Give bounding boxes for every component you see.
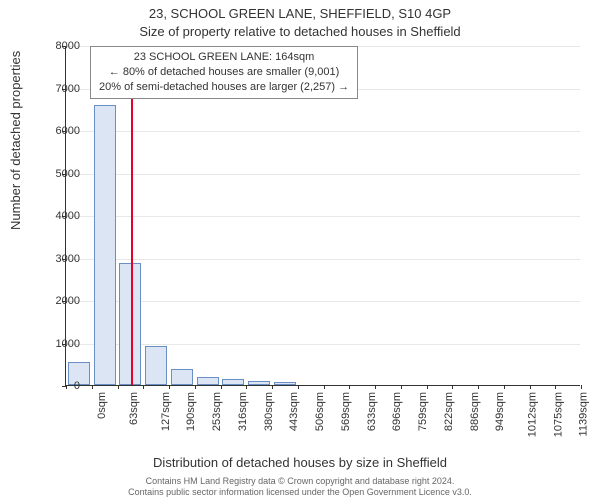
x-tick-label: 822sqm: [443, 392, 455, 431]
x-tick-label: 443sqm: [288, 392, 300, 431]
y-tick-label: 8000: [40, 40, 80, 52]
gridline: [66, 259, 580, 260]
y-tick-label: 4000: [40, 210, 80, 222]
histogram-bar: [94, 105, 116, 386]
x-tick-label: 127sqm: [160, 392, 172, 431]
histogram-bar: [197, 377, 219, 385]
gridline: [66, 216, 580, 217]
x-tick-mark: [195, 385, 196, 389]
x-tick-label: 569sqm: [340, 392, 352, 431]
gridline: [66, 174, 580, 175]
gridline: [66, 344, 580, 345]
x-tick-label: 886sqm: [469, 392, 481, 431]
x-tick-mark: [478, 385, 479, 389]
x-tick-mark: [349, 385, 350, 389]
chart-title: 23, SCHOOL GREEN LANE, SHEFFIELD, S10 4G…: [0, 6, 600, 21]
x-tick-label: 696sqm: [391, 392, 403, 431]
y-tick-label: 5000: [40, 168, 80, 180]
x-tick-mark: [118, 385, 119, 389]
x-tick-mark: [143, 385, 144, 389]
histogram-bar: [248, 381, 270, 385]
y-tick-label: 0: [40, 380, 80, 392]
y-tick-label: 2000: [40, 295, 80, 307]
histogram-bar: [145, 346, 167, 385]
footer-line-1: Contains HM Land Registry data © Crown c…: [0, 476, 600, 487]
x-tick-mark: [452, 385, 453, 389]
x-tick-label: 63sqm: [128, 392, 140, 425]
x-tick-label: 190sqm: [185, 392, 197, 431]
x-tick-mark: [298, 385, 299, 389]
x-tick-mark: [401, 385, 402, 389]
annotation-callout: 23 SCHOOL GREEN LANE: 164sqm ← 80% of de…: [90, 46, 358, 99]
gridline: [66, 301, 580, 302]
histogram-bar: [171, 369, 193, 385]
x-tick-label: 1139sqm: [577, 392, 589, 436]
x-tick-mark: [555, 385, 556, 389]
chart-container: 23, SCHOOL GREEN LANE, SHEFFIELD, S10 4G…: [0, 0, 600, 500]
histogram-bar: [274, 382, 296, 385]
annotation-line-1: 23 SCHOOL GREEN LANE: 164sqm: [99, 50, 349, 65]
y-axis-label: Number of detached properties: [8, 51, 23, 230]
x-tick-label: 759sqm: [417, 392, 429, 431]
x-tick-label: 0sqm: [96, 392, 108, 419]
x-tick-mark: [504, 385, 505, 389]
chart-subtitle: Size of property relative to detached ho…: [0, 24, 600, 39]
x-tick-mark: [427, 385, 428, 389]
x-tick-label: 380sqm: [263, 392, 275, 431]
x-tick-label: 1012sqm: [526, 392, 538, 437]
x-tick-label: 506sqm: [314, 392, 326, 431]
annotation-line-2: ← 80% of detached houses are smaller (9,…: [99, 65, 349, 80]
x-tick-mark: [92, 385, 93, 389]
x-tick-label: 316sqm: [237, 392, 249, 431]
x-tick-mark: [272, 385, 273, 389]
y-tick-label: 3000: [40, 253, 80, 265]
x-tick-mark: [324, 385, 325, 389]
x-tick-mark: [221, 385, 222, 389]
x-tick-mark: [169, 385, 170, 389]
x-tick-label: 1075sqm: [552, 392, 564, 437]
histogram-bar: [222, 379, 244, 385]
y-tick-label: 7000: [40, 83, 80, 95]
footer-attribution: Contains HM Land Registry data © Crown c…: [0, 476, 600, 498]
y-tick-label: 6000: [40, 125, 80, 137]
x-tick-label: 949sqm: [494, 392, 506, 431]
annotation-line-3: 20% of semi-detached houses are larger (…: [99, 80, 349, 95]
y-tick-label: 1000: [40, 338, 80, 350]
x-axis-label: Distribution of detached houses by size …: [0, 455, 600, 470]
x-tick-mark: [530, 385, 531, 389]
footer-line-2: Contains public sector information licen…: [0, 487, 600, 498]
x-tick-mark: [375, 385, 376, 389]
x-tick-label: 633sqm: [366, 392, 378, 431]
x-tick-mark: [581, 385, 582, 389]
x-tick-mark: [246, 385, 247, 389]
x-tick-label: 253sqm: [211, 392, 223, 431]
gridline: [66, 131, 580, 132]
